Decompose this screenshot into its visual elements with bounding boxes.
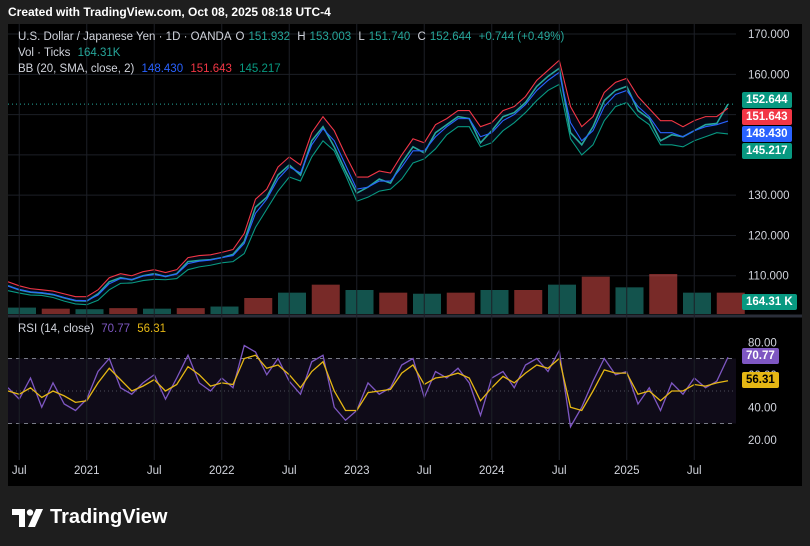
price-axis-tick: 160.000 (748, 69, 790, 81)
brand-logo: TradingView (12, 506, 167, 529)
volume-bar (210, 306, 239, 314)
volume-bar (311, 284, 340, 314)
open-value: 151.932 (248, 31, 291, 43)
time-axis-tick: 2024 (479, 465, 505, 477)
chart-canvas[interactable]: 110.000120.000130.000140.000150.000160.0… (8, 24, 802, 486)
volume-bar (379, 292, 408, 314)
rsi-ma-tag: 56.31 (742, 372, 779, 388)
volume-bar (8, 307, 36, 314)
time-axis-tick: Jul (417, 465, 432, 477)
chart-area[interactable]: 110.000120.000130.000140.000150.000160.0… (8, 24, 802, 486)
rsi-label[interactable]: RSI (14, close) (18, 323, 95, 335)
close-value: 152.644 (429, 31, 472, 43)
volume-bar (716, 292, 745, 314)
price-axis-tick: 170.000 (748, 29, 790, 41)
price-axis-tick: 120.000 (748, 230, 790, 242)
time-axis-tick: 2025 (614, 465, 640, 477)
volume-legend: Vol · Ticks 164.31K (18, 47, 124, 59)
volume-value: 164.31K (77, 47, 121, 59)
bb-legend: BB (20, SMA, close, 2) 148.430 151.643 1… (18, 63, 285, 75)
time-axis-tick: Jul (282, 465, 297, 477)
bb-upper-tag: 151.643 (742, 109, 792, 125)
high-label: H (297, 31, 306, 43)
close-label: C (417, 31, 426, 43)
volume-label[interactable]: Vol · Ticks (18, 47, 71, 59)
volume-bar (480, 290, 509, 314)
rsi-ma-value: 56.31 (137, 323, 167, 335)
volume-bar (278, 292, 306, 314)
time-axis-tick: Jul (147, 465, 162, 477)
volume-bar (581, 276, 610, 314)
change-value: +0.744 (+0.49%) (478, 31, 565, 43)
price-axis-tick: 110.000 (748, 271, 789, 283)
open-label: O (235, 31, 245, 43)
volume-bar (345, 290, 374, 314)
rsi-ma-line (8, 354, 729, 412)
last-price-tag: 152.644 (742, 92, 792, 108)
symbol-title[interactable]: U.S. Dollar / Japanese Yen · 1D · OANDA (18, 31, 232, 43)
bb-upper-line (8, 59, 729, 298)
time-axis-tick: Jul (552, 465, 567, 477)
time-axis-tick: Jul (687, 465, 702, 477)
low-value: 151.740 (368, 31, 411, 43)
rsi-axis-tick: 40.00 (748, 402, 777, 414)
volume-bar (683, 292, 711, 314)
bb-label[interactable]: BB (20, SMA, close, 2) (18, 63, 135, 75)
bb-basis-line (8, 71, 729, 302)
bb-lower-line (8, 83, 729, 306)
rsi-tag: 70.77 (742, 348, 779, 364)
tradingview-logo-icon (12, 508, 43, 527)
bb-band-fill (8, 60, 728, 305)
volume-bar (446, 292, 475, 314)
volume-bar (649, 274, 678, 314)
symbol-legend: U.S. Dollar / Japanese Yen · 1D · OANDA O… (18, 31, 568, 43)
time-axis-tick: Jul (12, 465, 27, 477)
rsi-legend: RSI (14, close) 70.77 56.31 (18, 323, 170, 335)
time-axis-tick: 2023 (344, 465, 370, 477)
volume-bar (514, 290, 543, 314)
high-value: 153.003 (309, 31, 352, 43)
volume-bar (109, 308, 138, 314)
rsi-value: 70.77 (101, 323, 131, 335)
bb-lower-tag: 145.217 (742, 143, 792, 159)
price-axis-tick: 130.000 (748, 190, 790, 202)
volume-bar (143, 308, 171, 314)
rsi-line (8, 344, 729, 429)
volume-bar (615, 287, 644, 314)
bb-basis-tag: 148.430 (742, 126, 792, 142)
rsi-axis-tick: 20.00 (748, 435, 777, 447)
volume-bar (413, 293, 441, 314)
volume-bar (75, 309, 104, 314)
brand-name: TradingView (50, 506, 168, 528)
time-axis-tick: 2021 (74, 465, 100, 477)
volume-bar (548, 284, 576, 314)
volume-bar (244, 298, 273, 314)
rsi-axis-tick: 80.00 (748, 337, 777, 349)
volume-tag: 164.31 K (742, 294, 797, 310)
volume-bar (41, 308, 70, 314)
created-with-header: Created with TradingView.com, Oct 08, 20… (8, 5, 331, 19)
volume-bar (176, 308, 205, 314)
low-label: L (358, 31, 365, 43)
bb-lower-value: 145.217 (239, 63, 281, 75)
bb-upper-value: 151.643 (190, 63, 232, 75)
time-axis-tick: 2022 (209, 465, 235, 477)
bb-basis-value: 148.430 (141, 63, 184, 75)
